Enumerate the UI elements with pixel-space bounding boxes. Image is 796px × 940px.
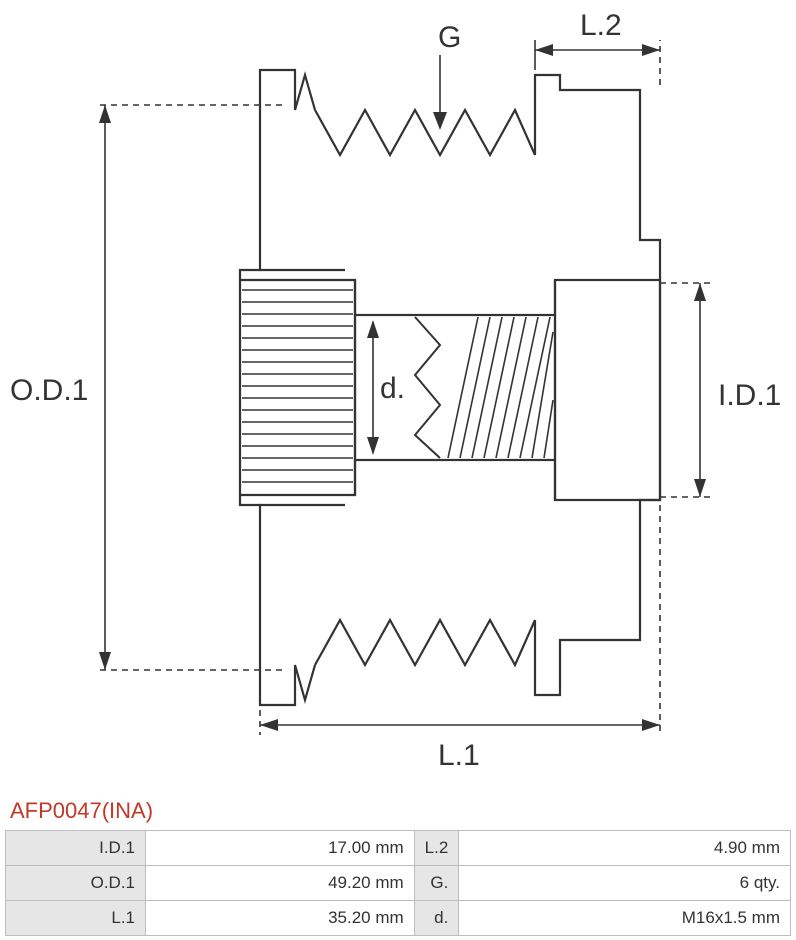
spec-value: 4.90 mm (459, 831, 791, 866)
spec-value: 6 qty. (459, 866, 791, 901)
spec-value: 17.00 mm (146, 831, 415, 866)
table-row: L.1 35.20 mm d. M16x1.5 mm (6, 901, 791, 936)
spec-key: I.D.1 (6, 831, 146, 866)
label-d: d. (380, 372, 405, 405)
spec-value: M16x1.5 mm (459, 901, 791, 936)
table-row: O.D.1 49.20 mm G. 6 qty. (6, 866, 791, 901)
label-g: G (438, 21, 461, 54)
label-id1: I.D.1 (718, 379, 781, 412)
label-l2: L.2 (580, 9, 622, 42)
label-od1: O.D.1 (10, 374, 88, 407)
spec-value: 35.20 mm (146, 901, 415, 936)
specifications-table: I.D.1 17.00 mm L.2 4.90 mm O.D.1 49.20 m… (5, 830, 791, 936)
spec-key: d. (414, 901, 459, 936)
technical-drawing: O.D.1 I.D.1 L.1 L.2 G d. (0, 0, 796, 790)
table-row: I.D.1 17.00 mm L.2 4.90 mm (6, 831, 791, 866)
spec-key: L.2 (414, 831, 459, 866)
spec-key: G. (414, 866, 459, 901)
spec-key: L.1 (6, 901, 146, 936)
part-number-title: AFP0047(INA) (0, 790, 796, 830)
label-l1: L.1 (438, 739, 480, 772)
spec-value: 49.20 mm (146, 866, 415, 901)
spec-key: O.D.1 (6, 866, 146, 901)
